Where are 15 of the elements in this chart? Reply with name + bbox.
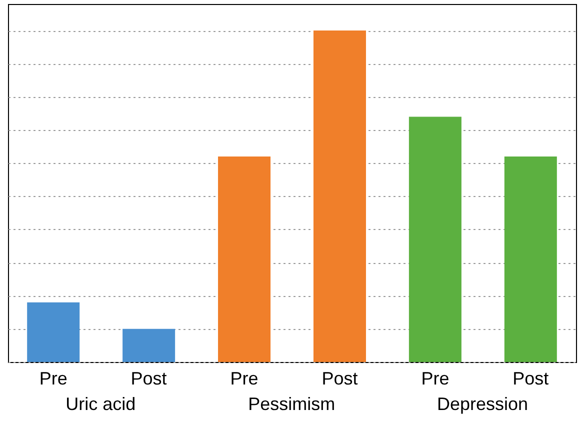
series-label: Pessimism xyxy=(248,394,336,414)
x-tick-label: Post xyxy=(512,368,549,388)
series-label: Depression xyxy=(437,394,528,414)
x-tick-label: Post xyxy=(130,368,167,388)
bar xyxy=(313,30,366,362)
x-tick-label: Pre xyxy=(421,368,450,388)
bar xyxy=(218,156,271,362)
bar xyxy=(27,302,80,362)
x-tick-label: Pre xyxy=(39,368,68,388)
series-label: Uric acid xyxy=(66,394,136,414)
bar xyxy=(504,156,557,362)
x-tick-label: Post xyxy=(322,368,358,388)
x-tick-label: Pre xyxy=(230,368,258,388)
bar xyxy=(408,116,462,362)
bar xyxy=(122,328,176,362)
